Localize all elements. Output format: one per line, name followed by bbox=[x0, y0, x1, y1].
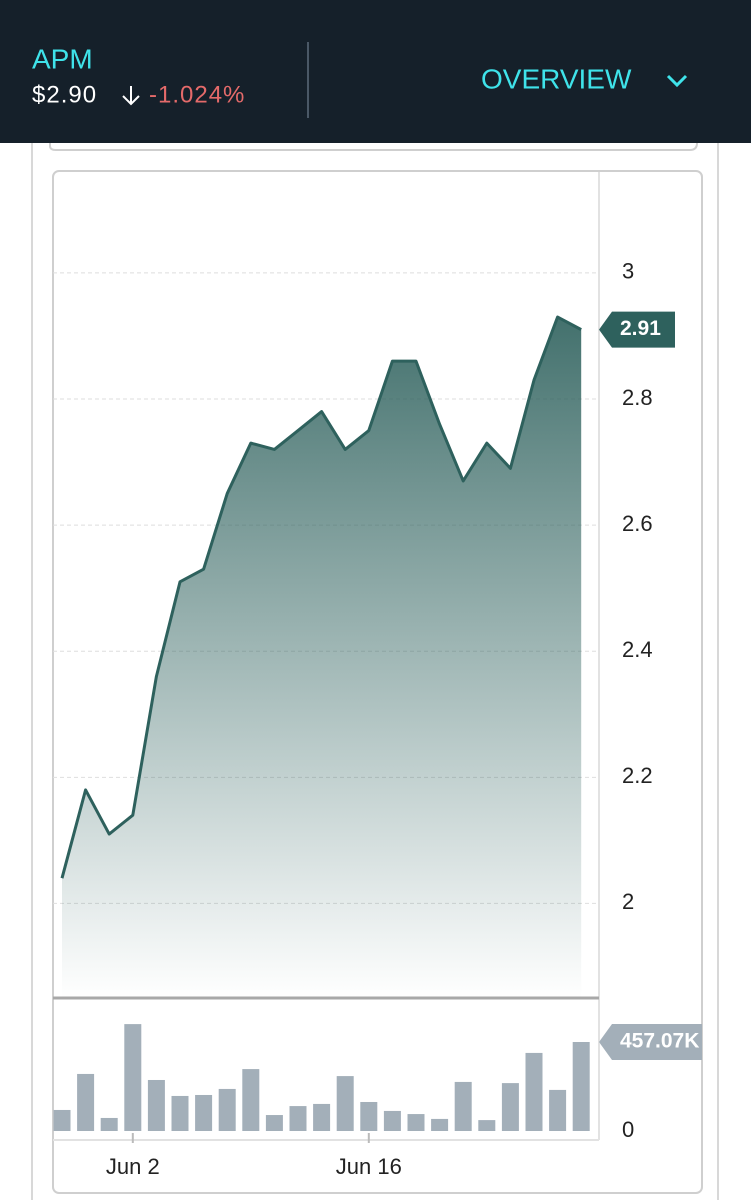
header-bar bbox=[0, 0, 751, 143]
price-area bbox=[62, 317, 582, 998]
volume-tag: 457.07K bbox=[599, 1024, 702, 1061]
x-tick-label: Jun 16 bbox=[336, 1154, 402, 1179]
chevron[interactable] bbox=[666, 74, 688, 88]
price-line bbox=[60, 315, 582, 879]
volume-bar bbox=[171, 1095, 189, 1131]
y-tick-label: 3 bbox=[622, 259, 634, 284]
previous-card bbox=[49, 142, 698, 151]
y-tick-label: 2.2 bbox=[622, 763, 653, 788]
overview-menu[interactable]: OVERVIEW bbox=[481, 63, 688, 94]
volume-bar bbox=[478, 1120, 496, 1131]
volume-bar bbox=[124, 1024, 142, 1131]
volume-bar bbox=[147, 1079, 165, 1131]
volume-bar bbox=[77, 1073, 95, 1131]
volume-bar bbox=[360, 1101, 378, 1131]
last-price-tag bbox=[599, 311, 675, 348]
volume-bar bbox=[501, 1083, 519, 1131]
menu-label[interactable]: OVERVIEW bbox=[481, 63, 632, 94]
volume-bar bbox=[289, 1106, 307, 1131]
y2-tick-label: 0 bbox=[622, 1117, 634, 1142]
change: -1.024% bbox=[149, 81, 245, 108]
volume-tag-shape bbox=[599, 1024, 702, 1061]
volume-bar bbox=[218, 1088, 236, 1131]
volume-bar bbox=[242, 1069, 260, 1131]
volume-bar bbox=[100, 1117, 118, 1131]
volume-bar bbox=[313, 1103, 331, 1131]
plot bbox=[53, 272, 599, 1131]
volume-bar bbox=[454, 1081, 472, 1131]
volume-label: 457.07K bbox=[620, 1030, 699, 1053]
down-arrow bbox=[122, 86, 140, 106]
volume-bar bbox=[549, 1089, 567, 1131]
volume-bar bbox=[407, 1114, 425, 1131]
volume-bar bbox=[525, 1052, 543, 1131]
volume-bar bbox=[195, 1094, 213, 1131]
y-tick-label: 2.4 bbox=[622, 637, 653, 662]
y-tick-label: 2.6 bbox=[622, 511, 653, 536]
last-price-label: 2.91 bbox=[620, 317, 661, 340]
ticker: APM bbox=[32, 43, 93, 74]
volume-bar bbox=[572, 1042, 590, 1131]
y-tick-label: 2.8 bbox=[622, 385, 653, 410]
volume-bar bbox=[265, 1115, 283, 1131]
volume-bar bbox=[383, 1110, 401, 1131]
x-tick-label: Jun 2 bbox=[106, 1154, 160, 1179]
price: $2.90 bbox=[32, 81, 97, 108]
volume-bar bbox=[431, 1118, 449, 1131]
volume-bar bbox=[336, 1076, 354, 1131]
volume-bar bbox=[53, 1109, 71, 1131]
y-tick-label: 2 bbox=[622, 889, 634, 914]
